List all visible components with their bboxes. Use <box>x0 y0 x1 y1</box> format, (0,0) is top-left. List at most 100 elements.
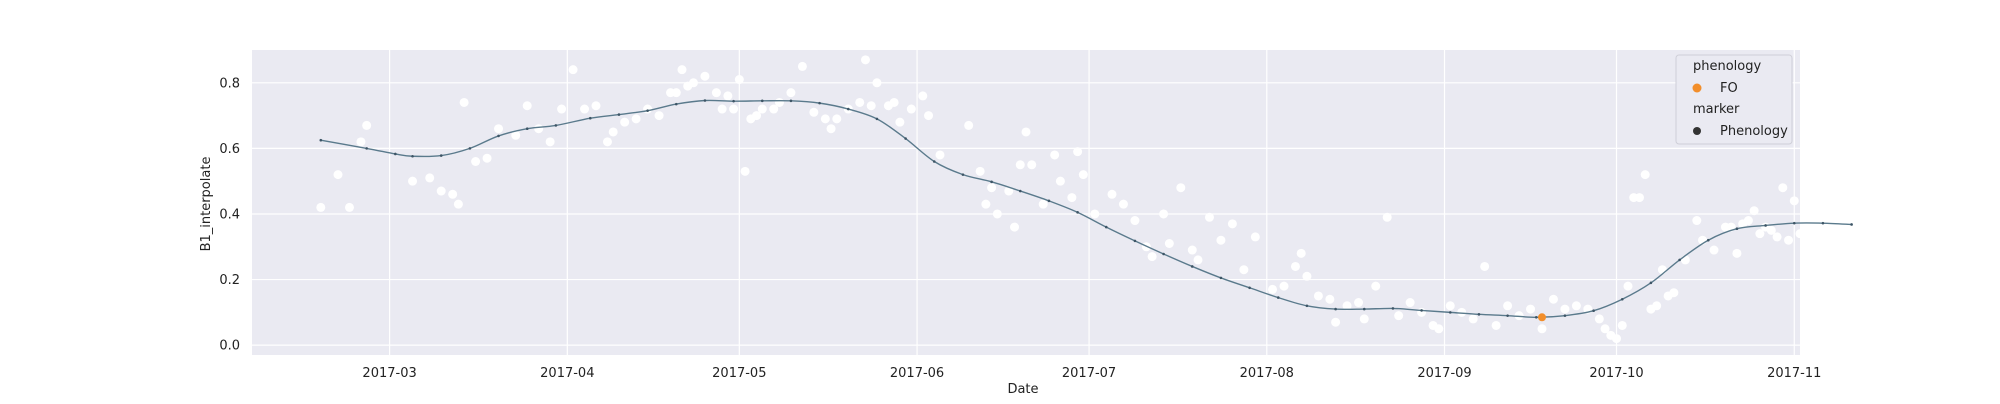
raw-data-point <box>1010 222 1020 232</box>
x-tick-label: 2017-08 <box>1240 366 1294 381</box>
raw-data-point <box>1468 314 1478 324</box>
curve-point <box>1735 227 1739 231</box>
raw-data-point <box>1250 232 1260 242</box>
raw-data-point <box>1766 225 1776 235</box>
raw-data-point <box>1526 304 1536 314</box>
raw-data-point <box>1021 127 1031 137</box>
raw-data-point <box>333 170 343 180</box>
raw-data-point <box>866 101 876 111</box>
raw-data-point <box>1405 298 1415 308</box>
raw-data-point <box>1296 248 1306 258</box>
raw-data-point <box>992 209 1002 219</box>
raw-data-point <box>717 104 727 114</box>
curve-point <box>1018 189 1022 193</box>
curve-point <box>365 147 368 150</box>
y-tick-label: 0.2 <box>219 273 240 288</box>
x-tick-label: 2017-05 <box>712 366 766 381</box>
raw-data-point <box>1657 265 1667 275</box>
raw-data-point <box>591 101 601 111</box>
raw-data-point <box>711 88 721 98</box>
raw-data-point <box>448 189 458 199</box>
curve-point <box>588 116 592 120</box>
curve-point <box>1362 307 1366 311</box>
raw-data-point <box>964 120 974 130</box>
raw-data-point <box>356 137 366 147</box>
raw-data-point <box>895 117 905 127</box>
curve-point <box>818 101 821 105</box>
raw-data-point <box>1073 147 1083 157</box>
raw-data-point <box>1795 229 1805 239</box>
y-tick-label: 0.6 <box>219 142 240 157</box>
raw-data-point <box>872 78 882 88</box>
raw-data-point <box>316 202 326 212</box>
raw-data-point <box>1692 216 1702 226</box>
curve-point <box>617 113 621 116</box>
raw-data-point <box>1371 281 1381 291</box>
raw-data-point <box>987 183 997 193</box>
x-tick-label: 2017-04 <box>540 366 594 381</box>
curve-point <box>1133 239 1137 243</box>
legend-phenology-marker <box>1693 127 1701 135</box>
x-tick-label: 2017-03 <box>362 366 416 381</box>
raw-data-point <box>643 104 653 114</box>
raw-data-point <box>580 104 590 114</box>
x-tick-label: 2017-11 <box>1767 366 1821 381</box>
curve-point <box>554 124 558 127</box>
raw-data-point <box>1187 245 1197 255</box>
raw-data-point <box>408 176 418 186</box>
curve-point <box>1248 286 1251 290</box>
curve-point <box>703 99 707 102</box>
raw-data-point <box>1749 206 1759 216</box>
raw-data-point <box>1457 307 1467 317</box>
raw-data-point <box>1159 209 1169 219</box>
raw-data-point <box>1669 288 1679 298</box>
raw-data-point <box>809 107 819 117</box>
raw-data-point <box>1394 311 1404 321</box>
plot-background <box>252 50 1800 355</box>
curve-point <box>1276 296 1280 299</box>
raw-data-point <box>1560 304 1570 314</box>
raw-data-point <box>1027 160 1037 170</box>
curve-point <box>990 180 993 184</box>
raw-data-point <box>425 173 435 183</box>
curve-point <box>1190 265 1194 268</box>
curve-point <box>1706 238 1710 242</box>
raw-data-point <box>700 71 710 81</box>
raw-data-point <box>1050 150 1060 160</box>
curve-point <box>1821 221 1825 225</box>
curve-point <box>1305 304 1309 308</box>
raw-data-point <box>1612 334 1622 344</box>
raw-data-point <box>752 111 762 121</box>
raw-data-point <box>889 97 899 107</box>
raw-data-point <box>1617 320 1627 330</box>
raw-data-point <box>1055 176 1065 186</box>
raw-data-point <box>1778 183 1788 193</box>
raw-data-point <box>1325 294 1335 304</box>
raw-data-point <box>729 104 739 114</box>
raw-data-point <box>1354 298 1364 308</box>
phenology-layer <box>1538 313 1546 322</box>
raw-data-point <box>740 166 750 176</box>
raw-data-point <box>1067 193 1077 203</box>
x-tick-label: 2017-09 <box>1417 366 1471 381</box>
raw-data-point <box>602 137 612 147</box>
raw-data-point <box>820 114 830 124</box>
curve-point <box>846 107 850 111</box>
curve-point <box>875 117 879 121</box>
raw-data-point <box>935 150 945 160</box>
raw-data-point <box>975 166 985 176</box>
raw-data-point <box>906 104 916 114</box>
curve-point <box>1420 309 1423 312</box>
curve-point <box>1850 223 1853 226</box>
raw-data-point <box>344 202 354 212</box>
curve-point <box>674 102 678 106</box>
raw-data-point <box>1130 216 1140 226</box>
raw-data-point <box>1537 324 1547 334</box>
curve-point <box>1391 307 1395 310</box>
curve-point <box>411 154 414 158</box>
raw-data-point <box>1743 216 1753 226</box>
raw-data-point <box>453 199 463 209</box>
curve-point <box>1104 225 1108 229</box>
